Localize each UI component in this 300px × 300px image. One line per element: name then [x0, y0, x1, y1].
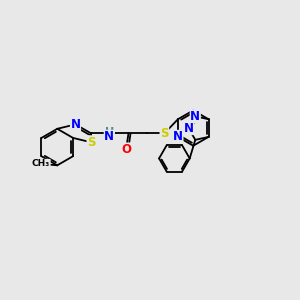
Text: H: H — [105, 127, 114, 137]
Text: O: O — [121, 143, 131, 156]
Text: N: N — [173, 130, 183, 143]
Text: N: N — [104, 130, 114, 143]
Text: N: N — [184, 122, 194, 135]
Text: S: S — [87, 136, 96, 149]
Text: S: S — [160, 127, 169, 140]
Text: N: N — [190, 110, 200, 123]
Text: CH₃: CH₃ — [32, 159, 50, 168]
Text: N: N — [70, 118, 80, 131]
